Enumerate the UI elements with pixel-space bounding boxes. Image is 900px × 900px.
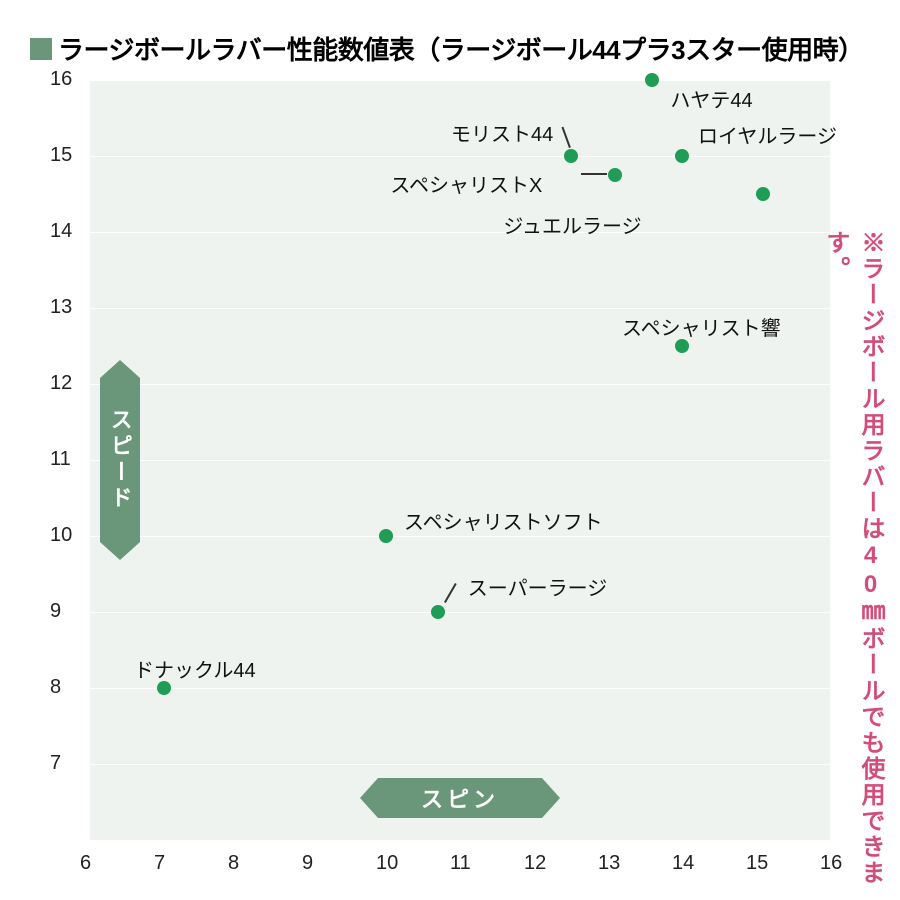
ytick-label: 14 <box>50 220 72 243</box>
x-axis-label: スピン <box>360 778 560 818</box>
data-point <box>379 529 393 543</box>
side-note: ※ラージボール用ラバーは40㎜ボールでも使用できます。 <box>818 230 888 900</box>
ytick-label: 16 <box>50 68 72 91</box>
data-point <box>564 149 578 163</box>
ytick-label: 12 <box>50 372 72 395</box>
xtick-label: 14 <box>672 852 694 875</box>
data-point <box>645 73 659 87</box>
gridline-y <box>90 536 830 537</box>
xtick-label: 6 <box>80 852 91 875</box>
data-point-label: ドナックル44 <box>134 654 256 683</box>
gridline-y <box>90 308 830 309</box>
y-axis-label: スピード <box>100 360 140 560</box>
gridline-y <box>90 688 830 689</box>
data-point-label: スペシャリストソフト <box>404 506 603 535</box>
data-point <box>675 339 689 353</box>
data-point-label: スーパーラージ <box>468 572 607 601</box>
data-point <box>608 168 622 182</box>
data-point-label: モリスト44 <box>451 118 553 147</box>
xtick-label: 10 <box>376 852 398 875</box>
data-point-label: ロイヤルラージ <box>698 120 837 149</box>
gridline-y <box>90 612 830 613</box>
data-point <box>756 187 770 201</box>
xtick-label: 8 <box>228 852 239 875</box>
gridline-y <box>90 384 830 385</box>
data-point-label: スペシャリスト響 <box>622 312 781 341</box>
xtick-label: 11 <box>450 852 471 875</box>
ytick-label: 8 <box>50 676 61 699</box>
data-point-label: ジュエルラージ <box>503 210 641 239</box>
data-point-label: スペシャリストX <box>390 169 542 198</box>
xtick-label: 7 <box>154 852 165 875</box>
gridline-y <box>90 156 830 157</box>
gridline-y <box>90 764 830 765</box>
xtick-label: 13 <box>598 852 620 875</box>
gridline-y <box>90 460 830 461</box>
ytick-label: 15 <box>50 144 72 167</box>
gridline-y <box>90 232 830 233</box>
data-point <box>431 605 445 619</box>
data-point <box>157 681 171 695</box>
ytick-label: 11 <box>50 448 71 471</box>
chart-title-row: ラージボールラバー性能数値表（ラージボール44プラ3スター使用時） <box>30 30 864 67</box>
title-square-icon <box>30 38 52 60</box>
xtick-label: 12 <box>524 852 546 875</box>
ytick-label: 10 <box>50 524 72 547</box>
chart-title: ラージボールラバー性能数値表（ラージボール44プラ3スター使用時） <box>58 30 864 67</box>
ytick-label: 9 <box>50 600 61 623</box>
xtick-label: 15 <box>746 852 768 875</box>
xtick-label: 16 <box>820 852 842 875</box>
data-point <box>675 149 689 163</box>
leader-line <box>581 174 607 176</box>
xtick-label: 9 <box>302 852 313 875</box>
ytick-label: 13 <box>50 296 72 319</box>
gridline-y <box>90 80 830 81</box>
ytick-label: 7 <box>50 752 61 775</box>
data-point-label: ハヤテ44 <box>670 84 752 113</box>
